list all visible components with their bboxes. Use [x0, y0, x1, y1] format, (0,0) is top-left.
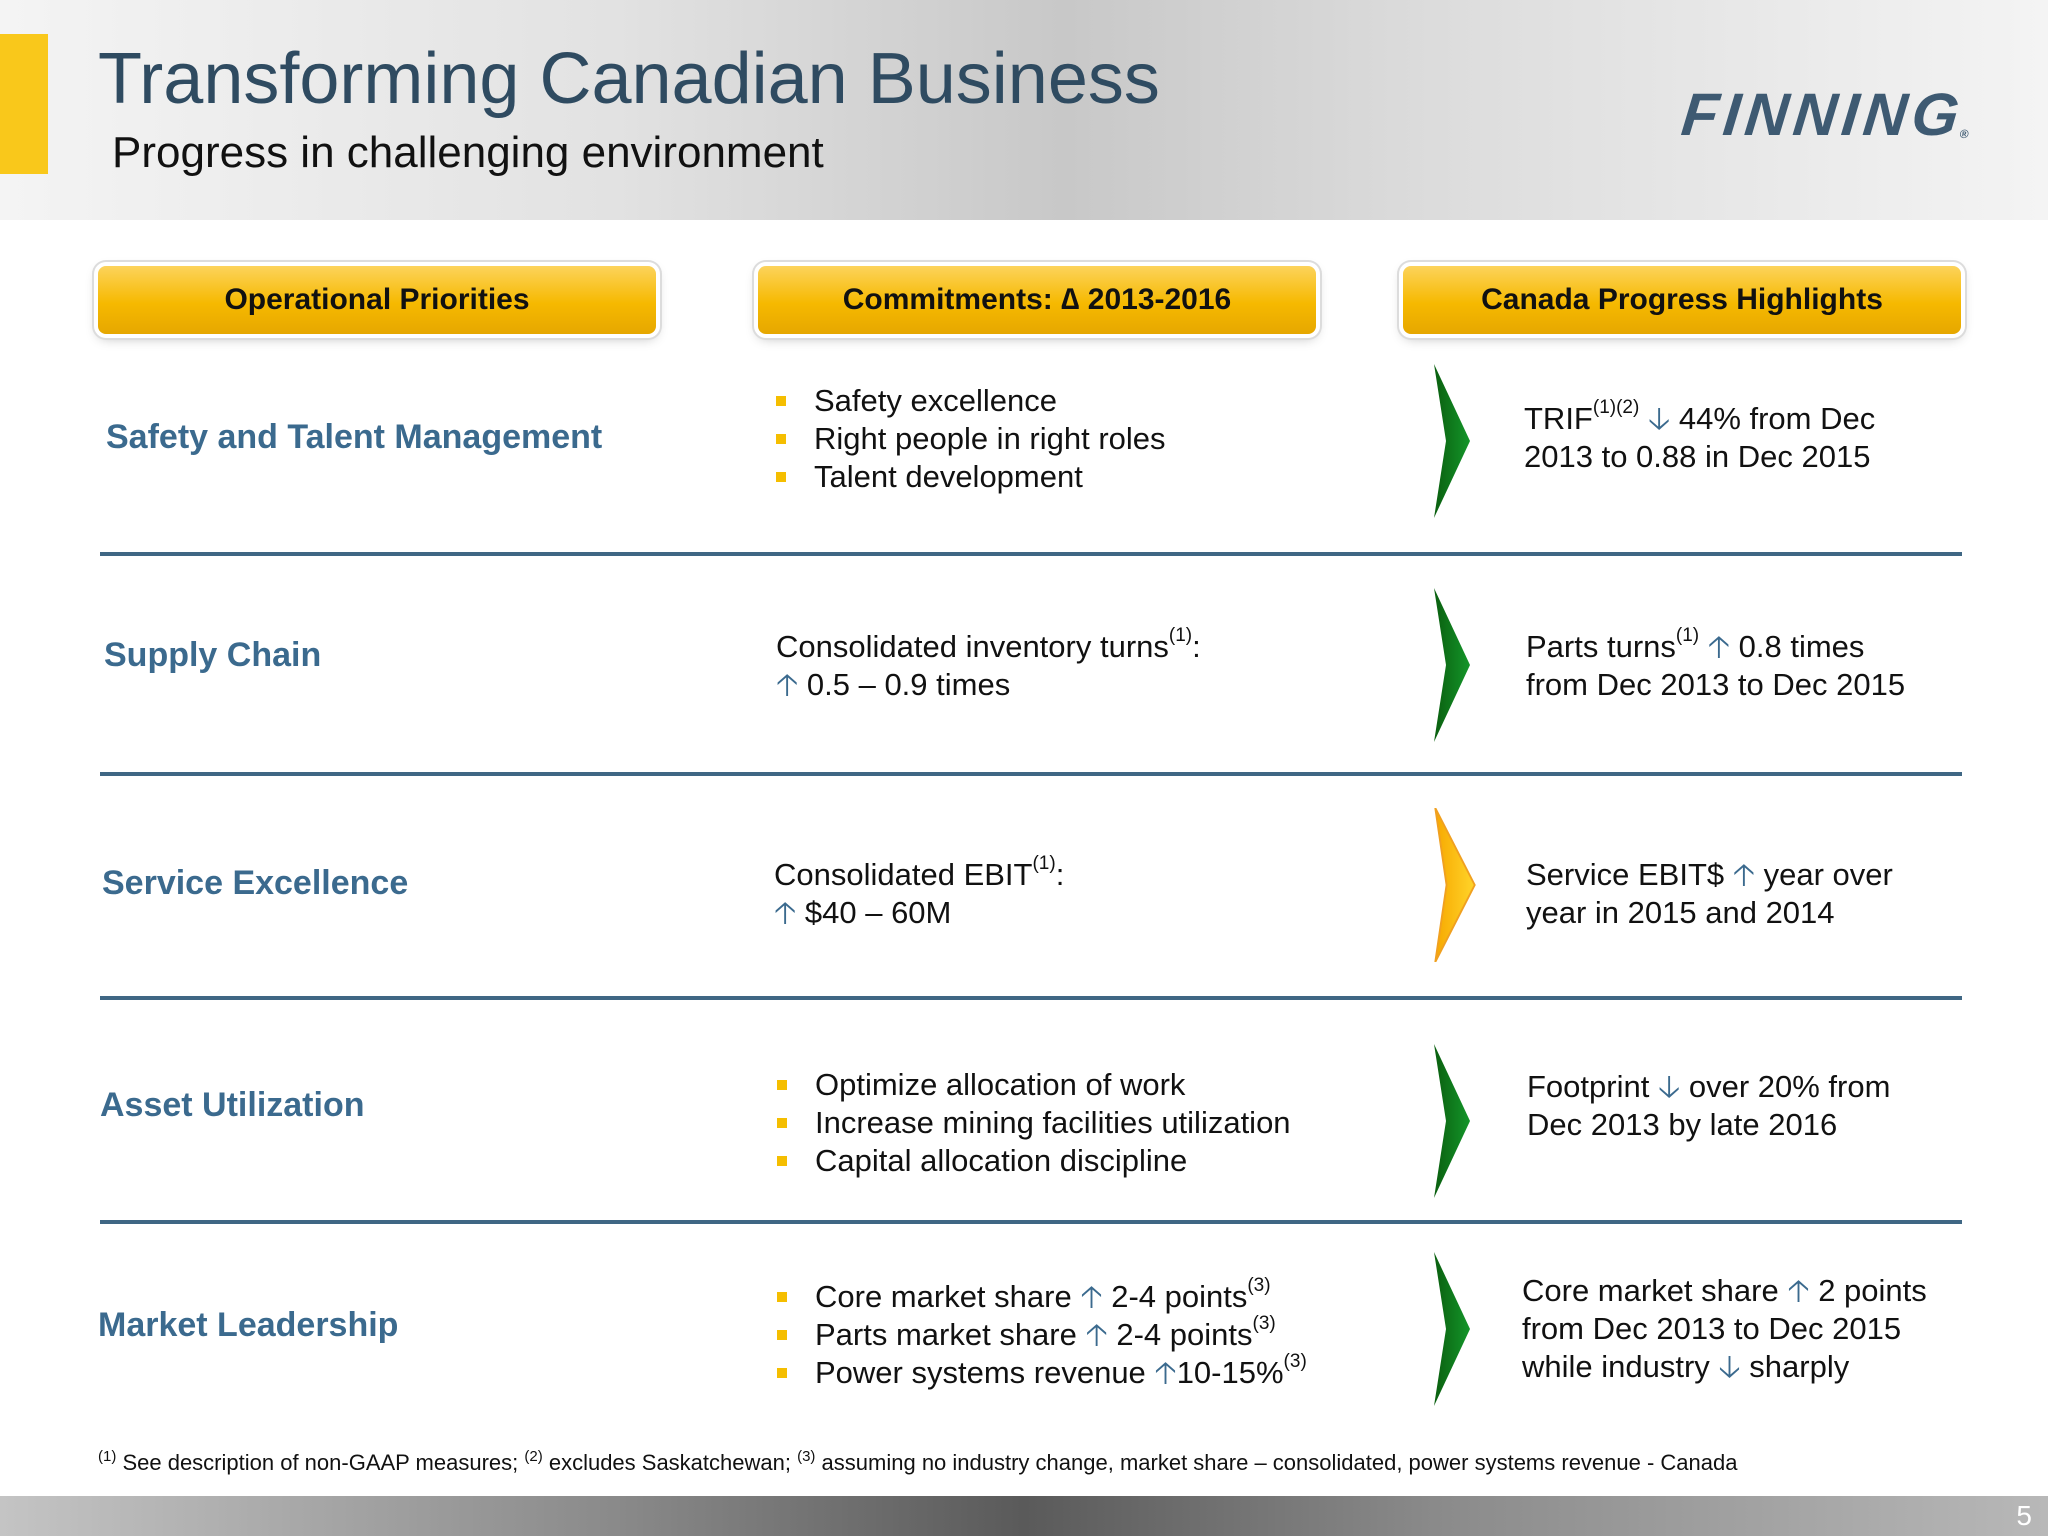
status-chevron-green-icon [1434, 1252, 1470, 1406]
footnote-ref: (2) [524, 1448, 543, 1465]
row-label-market-leadership: Market Leadership [98, 1306, 399, 1344]
footnote-ref: (3) [1247, 1275, 1271, 1296]
row-divider [100, 996, 1962, 1000]
highlight-text: year over [1755, 857, 1893, 892]
arrow-down-icon: 🡣 [1657, 1069, 1681, 1104]
arrow-up-icon: 🡡 [776, 667, 799, 702]
arrow-up-icon: 🡡 [1707, 629, 1731, 664]
commitment-value: 2-4 points [1102, 1279, 1248, 1314]
list-item: Parts market share 🡡 2-4 points(3) [773, 1313, 1307, 1354]
highlight-metric: Parts turns [1526, 629, 1676, 664]
highlight-metric: TRIF [1524, 401, 1593, 436]
arrow-up-icon: 🡡 [1154, 1355, 1177, 1390]
highlight-text: over 20% from [1680, 1069, 1891, 1104]
commitment-list-market-leadership: Core market share 🡡 2-4 points(3) Parts … [773, 1275, 1307, 1392]
list-item: Optimize allocation of work [773, 1066, 1291, 1104]
row-divider [100, 772, 1962, 776]
logo-text: FINNING [1678, 81, 1968, 148]
arrow-up-icon: 🡡 [1732, 857, 1756, 892]
row-label-safety: Safety and Talent Management [106, 418, 603, 456]
footnote-text: excludes Saskatchewan; [542, 1450, 798, 1475]
highlight-text: 2 points [1809, 1273, 1927, 1308]
finning-logo: FINNING ® [1678, 80, 1975, 149]
commitment-text: Power systems revenue [815, 1355, 1155, 1390]
status-chevron-green-icon [1434, 588, 1470, 742]
column-header-canada-progress: Canada Progress Highlights [1403, 266, 1961, 334]
footnote-ref: (1) [1675, 625, 1700, 646]
footnote-ref: (3) [1252, 1313, 1276, 1334]
footnote: (1) See description of non-GAAP measures… [98, 1448, 1738, 1476]
footnote-text: assuming no industry change, market shar… [815, 1450, 1738, 1475]
list-item: Increase mining facilities utilization [773, 1104, 1291, 1142]
row-divider [100, 552, 1962, 556]
highlight-text: Dec 2013 by late 2016 [1527, 1107, 1838, 1142]
status-chevron-green-icon [1434, 364, 1470, 518]
commitment-suffix: : [1192, 629, 1201, 664]
row-label-supply-chain: Supply Chain [104, 636, 322, 674]
commitment-list-safety: Safety excellence Right people in right … [772, 382, 1166, 496]
footnote-ref: (3) [1283, 1351, 1307, 1372]
status-chevron-green-icon [1434, 1044, 1470, 1198]
commitment-text: Consolidated EBIT [774, 857, 1033, 892]
list-item: Core market share 🡡 2-4 points(3) [773, 1275, 1307, 1316]
highlight-supply-chain: Parts turns(1) 🡡 0.8 times from Dec 2013… [1526, 625, 1906, 704]
commitment-value: 0.5 – 0.9 times [798, 667, 1011, 702]
highlight-text: sharply [1740, 1349, 1850, 1384]
arrow-down-icon: 🡣 [1647, 401, 1671, 436]
footnote-ref: (1) [98, 1448, 117, 1465]
arrow-up-icon: 🡡 [774, 895, 797, 930]
list-item: Capital allocation discipline [773, 1142, 1291, 1180]
list-item: Right people in right roles [772, 420, 1166, 458]
highlight-service-excellence: Service EBIT$ 🡡 year over year in 2015 a… [1526, 856, 1893, 932]
list-item: Power systems revenue 🡡10-15%(3) [773, 1351, 1307, 1392]
commitment-value: 2-4 points [1107, 1317, 1253, 1352]
highlight-text: Core market share [1522, 1273, 1788, 1308]
commitment-text: Consolidated inventory turns [776, 629, 1169, 664]
list-item: Talent development [772, 458, 1166, 496]
list-item: Safety excellence [772, 382, 1166, 420]
commitment-suffix: : [1055, 857, 1065, 892]
commitment-supply-chain: Consolidated inventory turns(1): 🡡 0.5 –… [776, 625, 1201, 704]
highlight-metric: Service EBIT$ [1526, 857, 1725, 892]
arrow-up-icon: 🡡 [1085, 1317, 1108, 1352]
arrow-up-icon: 🡡 [1080, 1279, 1103, 1314]
footnote-text: See description of non-GAAP measures; [116, 1450, 525, 1475]
logo-registered-mark: ® [1959, 127, 1975, 141]
accent-bar [0, 34, 48, 174]
commitment-list-asset-utilization: Optimize allocation of work Increase min… [773, 1066, 1291, 1180]
row-label-asset-utilization: Asset Utilization [100, 1086, 365, 1124]
footnote-ref: (1)(2) [1592, 397, 1640, 418]
bottom-bar [0, 1496, 2048, 1536]
highlight-text: 0.8 times [1730, 629, 1865, 664]
highlight-asset-utilization: Footprint 🡣 over 20% from Dec 2013 by la… [1527, 1068, 1890, 1144]
footnote-ref: (1) [1168, 625, 1193, 646]
highlight-market-leadership: Core market share 🡡 2 points from Dec 20… [1522, 1272, 1927, 1386]
row-label-service-excellence: Service Excellence [102, 864, 409, 902]
commitment-value: $40 – 60M [796, 895, 952, 930]
highlight-text: year in 2015 and 2014 [1526, 895, 1835, 930]
commitment-text: Parts market share [815, 1317, 1086, 1352]
page-number: 5 [2016, 1500, 2032, 1531]
page-title: Transforming Canadian Business [98, 39, 1160, 119]
commitment-text: Core market share [815, 1279, 1081, 1314]
highlight-text: from Dec 2013 to Dec 2015 [1526, 667, 1906, 702]
column-header-operational-priorities: Operational Priorities [98, 266, 656, 334]
arrow-down-icon: 🡣 [1718, 1349, 1741, 1384]
page-subtitle: Progress in challenging environment [112, 128, 824, 177]
footnote-ref: (3) [797, 1448, 816, 1465]
highlight-text: 44% from Dec [1670, 401, 1876, 436]
footnote-ref: (1) [1032, 853, 1056, 874]
highlight-text: from Dec 2013 to Dec 2015 [1522, 1311, 1902, 1346]
highlight-metric: Footprint [1527, 1069, 1650, 1104]
row-divider [100, 1220, 1962, 1224]
highlight-text: while industry [1522, 1349, 1719, 1384]
highlight-text: 2013 to 0.88 in Dec 2015 [1524, 439, 1871, 474]
commitment-service-excellence: Consolidated EBIT(1): 🡡 $40 – 60M [774, 853, 1065, 932]
status-chevron-yellow-icon [1434, 808, 1476, 962]
arrow-up-icon: 🡡 [1787, 1273, 1810, 1308]
header-band [0, 0, 2048, 220]
commitment-value: 10-15% [1176, 1355, 1284, 1390]
column-header-commitments: Commitments: ∆ 2013-2016 [758, 266, 1316, 334]
highlight-safety: TRIF(1)(2) 🡣 44% from Dec 2013 to 0.88 i… [1524, 397, 1876, 476]
